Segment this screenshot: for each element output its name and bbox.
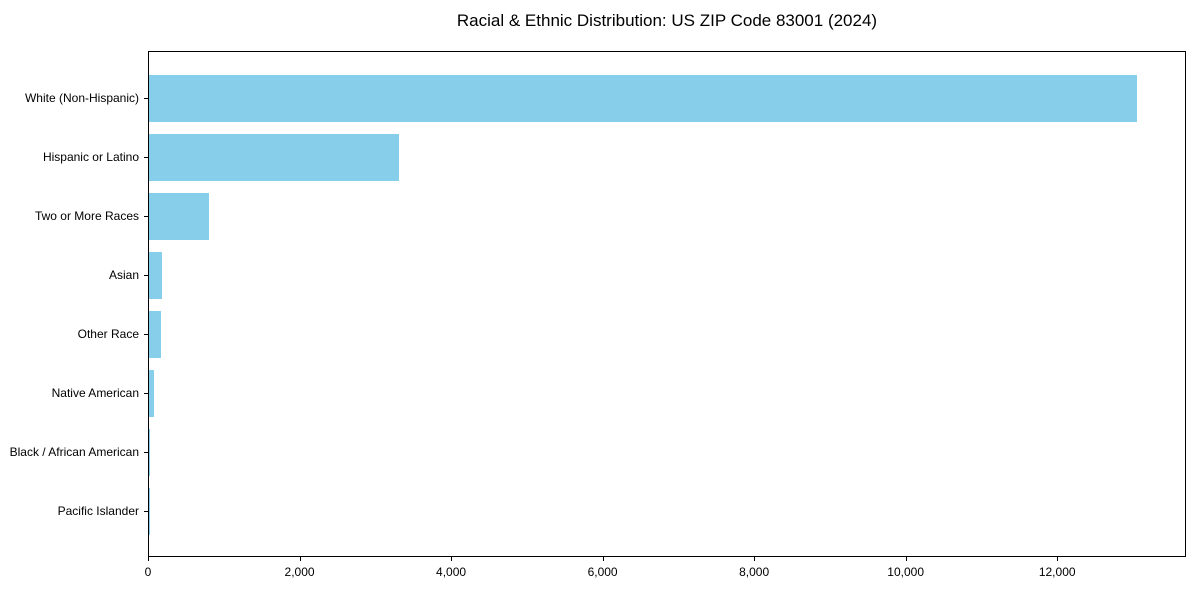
y-axis-tick	[144, 156, 148, 158]
x-axis-tick	[602, 557, 604, 561]
y-axis-label-native-american: Native American	[51, 385, 139, 400]
x-axis-label-4-000: 4,000	[436, 565, 467, 579]
bar-two-or-more-races	[149, 193, 209, 240]
bar-other-race	[149, 311, 162, 358]
y-axis-tick	[144, 392, 148, 394]
plot-area	[148, 51, 1186, 557]
chart-title: Racial & Ethnic Distribution: US ZIP Cod…	[456, 11, 878, 30]
x-axis-label-8-000: 8,000	[739, 565, 770, 579]
y-axis-label-white-non-hispanic: White (Non-Hispanic)	[24, 90, 139, 105]
bar-asian	[149, 252, 162, 299]
x-axis-label-2-000: 2,000	[284, 565, 315, 579]
x-axis-tick	[148, 557, 149, 561]
y-axis-label-asian: Asian	[108, 267, 139, 282]
bar-black-african-american	[149, 429, 150, 476]
y-axis-tick	[144, 333, 148, 335]
y-axis-tick	[144, 451, 148, 453]
y-axis-tick	[144, 510, 148, 512]
x-axis-tick	[754, 557, 756, 561]
x-axis-label-6-000: 6,000	[587, 565, 618, 579]
y-axis-tick	[144, 97, 148, 99]
y-axis-label-other-race: Other Race	[77, 326, 139, 341]
y-axis-label-hispanic-or-latino: Hispanic or Latino	[42, 149, 139, 164]
y-axis-tick	[144, 274, 148, 276]
y-axis-label-two-or-more-races: Two or More Races	[34, 208, 139, 223]
x-axis-label-12-000: 12,000	[1038, 565, 1076, 579]
x-axis-tick	[299, 557, 301, 561]
y-axis-tick	[144, 215, 148, 217]
bar-white-non-hispanic	[149, 75, 1137, 122]
x-axis-tick	[451, 557, 453, 561]
bar-hispanic-or-latino	[149, 134, 400, 181]
x-axis-tick	[905, 557, 907, 561]
x-axis-label-10-000: 10,000	[887, 565, 925, 579]
bar-native-american	[149, 370, 154, 417]
x-axis-tick	[1057, 557, 1059, 561]
y-axis-label-black-african-american: Black / African American	[9, 444, 139, 459]
x-axis-label-0: 0	[144, 565, 152, 579]
y-axis-label-pacific-islander: Pacific Islander	[57, 503, 139, 518]
